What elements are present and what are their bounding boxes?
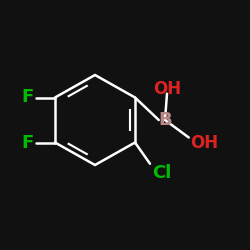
- Text: B: B: [158, 111, 172, 129]
- Text: Cl: Cl: [152, 164, 172, 182]
- Text: F: F: [22, 88, 34, 106]
- Text: OH: OH: [190, 134, 218, 152]
- Text: F: F: [22, 134, 34, 152]
- Text: OH: OH: [154, 80, 182, 98]
